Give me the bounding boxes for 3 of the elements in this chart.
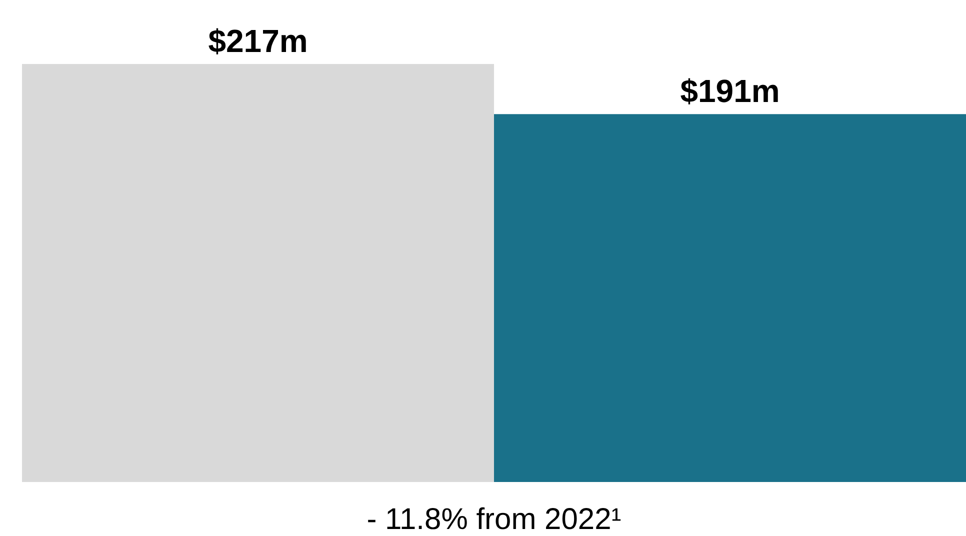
text: - 11.8% from 2022¹ bbox=[366, 503, 622, 536]
data-label: $217m bbox=[208, 23, 308, 59]
data-label: $191m bbox=[680, 73, 780, 110]
